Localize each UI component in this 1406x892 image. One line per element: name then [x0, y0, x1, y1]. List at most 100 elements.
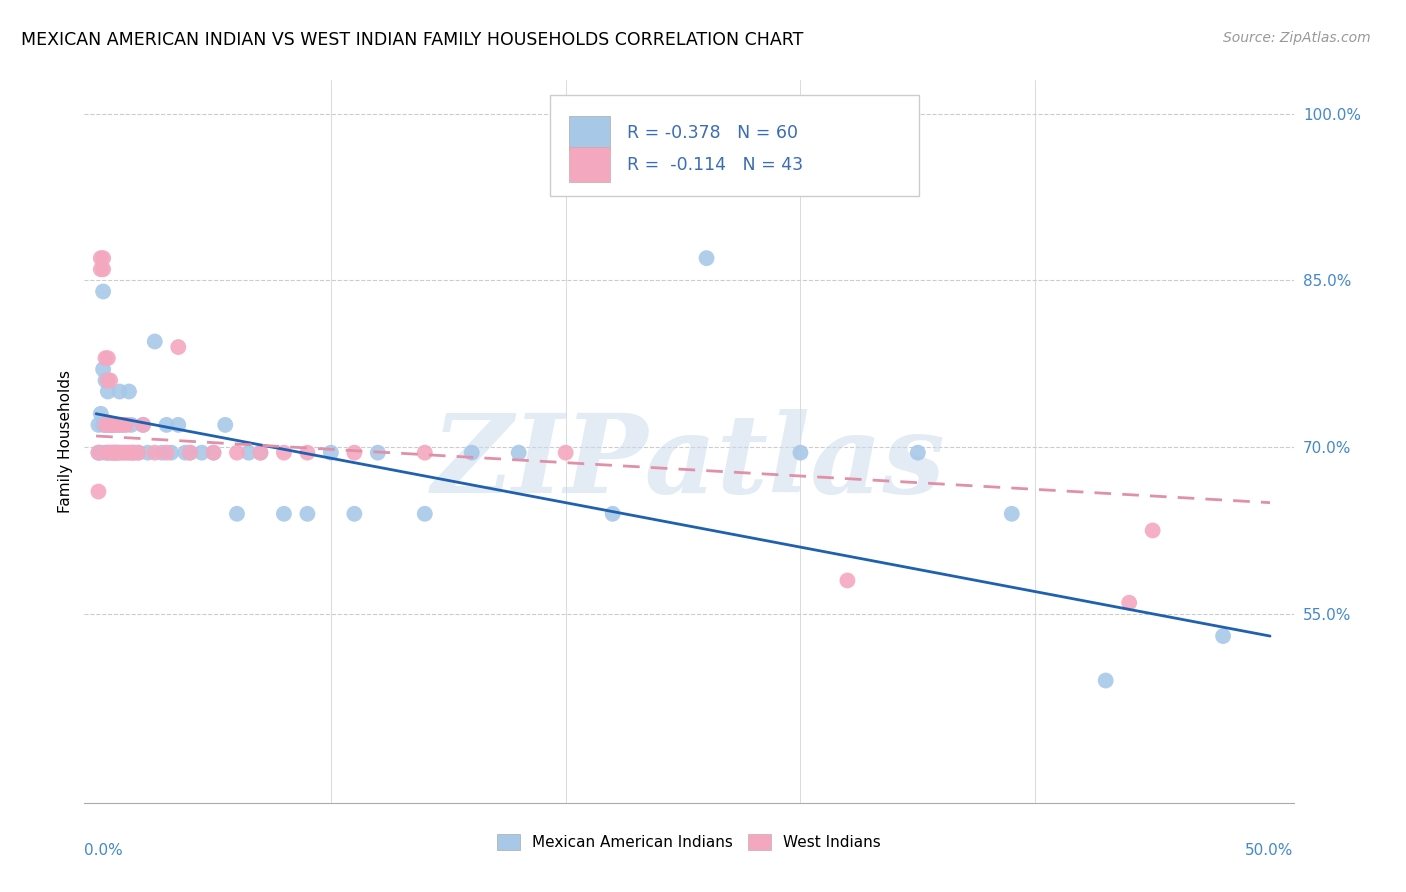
Point	[789, 445, 811, 459]
Point	[111, 417, 134, 432]
Point	[112, 417, 135, 432]
Text: R =  -0.114   N = 43: R = -0.114 N = 43	[627, 156, 803, 174]
Text: Source: ZipAtlas.com: Source: ZipAtlas.com	[1223, 31, 1371, 45]
Point	[97, 417, 120, 432]
Point	[132, 417, 155, 432]
Point	[122, 445, 145, 459]
Point	[104, 417, 127, 432]
Point	[343, 507, 366, 521]
Point	[108, 417, 131, 432]
Point	[101, 417, 124, 432]
Point	[249, 445, 271, 459]
Point	[90, 445, 112, 459]
Point	[226, 507, 249, 521]
Point	[413, 445, 436, 459]
Point	[155, 445, 177, 459]
Point	[907, 445, 929, 459]
Point	[150, 445, 173, 459]
Point	[97, 445, 120, 459]
Point	[1212, 629, 1234, 643]
Point	[297, 507, 319, 521]
Point	[98, 417, 121, 432]
Point	[214, 417, 236, 432]
Point	[319, 445, 342, 459]
Legend: Mexican American Indians, West Indians: Mexican American Indians, West Indians	[491, 829, 887, 856]
Point	[101, 417, 124, 432]
Point	[91, 417, 114, 432]
Text: 50.0%: 50.0%	[1246, 843, 1294, 857]
Point	[202, 445, 225, 459]
Point	[127, 445, 149, 459]
Point	[105, 445, 128, 459]
Point	[602, 507, 624, 521]
Point	[91, 262, 114, 277]
Point	[115, 417, 138, 432]
Point	[132, 417, 155, 432]
Point	[160, 445, 183, 459]
FancyBboxPatch shape	[550, 95, 918, 196]
Point	[94, 417, 117, 432]
Point	[136, 445, 159, 459]
Point	[94, 373, 117, 387]
Point	[97, 445, 120, 459]
Point	[343, 445, 366, 459]
Point	[413, 507, 436, 521]
Point	[108, 384, 131, 399]
Point	[249, 445, 271, 459]
Point	[297, 445, 319, 459]
Point	[1118, 596, 1140, 610]
Point	[179, 445, 201, 459]
Point	[127, 445, 149, 459]
Point	[273, 507, 295, 521]
Point	[108, 417, 131, 432]
Point	[87, 417, 110, 432]
Point	[118, 384, 141, 399]
Point	[105, 445, 128, 459]
Point	[554, 445, 576, 459]
Point	[91, 362, 114, 376]
Point	[104, 417, 127, 432]
Point	[90, 407, 112, 421]
Point	[120, 417, 142, 432]
Point	[98, 417, 121, 432]
Point	[238, 445, 260, 459]
Point	[143, 445, 166, 459]
Point	[1142, 524, 1164, 538]
Point	[112, 445, 135, 459]
Point	[97, 373, 120, 387]
Point	[508, 445, 530, 459]
Point	[101, 445, 124, 459]
Point	[87, 445, 110, 459]
FancyBboxPatch shape	[569, 147, 610, 182]
Point	[273, 445, 295, 459]
Point	[120, 445, 142, 459]
Point	[98, 373, 121, 387]
Point	[461, 445, 484, 459]
Point	[190, 445, 212, 459]
Point	[104, 445, 127, 459]
Point	[111, 445, 134, 459]
Point	[837, 574, 859, 588]
Point	[367, 445, 389, 459]
Point	[90, 262, 112, 277]
Point	[155, 417, 177, 432]
Point	[94, 351, 117, 366]
Point	[1094, 673, 1116, 688]
FancyBboxPatch shape	[569, 116, 610, 151]
Point	[90, 251, 112, 265]
Point	[179, 445, 201, 459]
Point	[97, 351, 120, 366]
Point	[108, 445, 131, 459]
Point	[696, 251, 718, 265]
Point	[167, 417, 190, 432]
Point	[97, 384, 120, 399]
Point	[104, 445, 127, 459]
Point	[91, 251, 114, 265]
Point	[115, 445, 138, 459]
Text: ZIPatlas: ZIPatlas	[432, 409, 946, 517]
Point	[122, 445, 145, 459]
Point	[98, 445, 121, 459]
Text: MEXICAN AMERICAN INDIAN VS WEST INDIAN FAMILY HOUSEHOLDS CORRELATION CHART: MEXICAN AMERICAN INDIAN VS WEST INDIAN F…	[21, 31, 803, 49]
Text: R = -0.378   N = 60: R = -0.378 N = 60	[627, 124, 799, 142]
Point	[143, 334, 166, 349]
